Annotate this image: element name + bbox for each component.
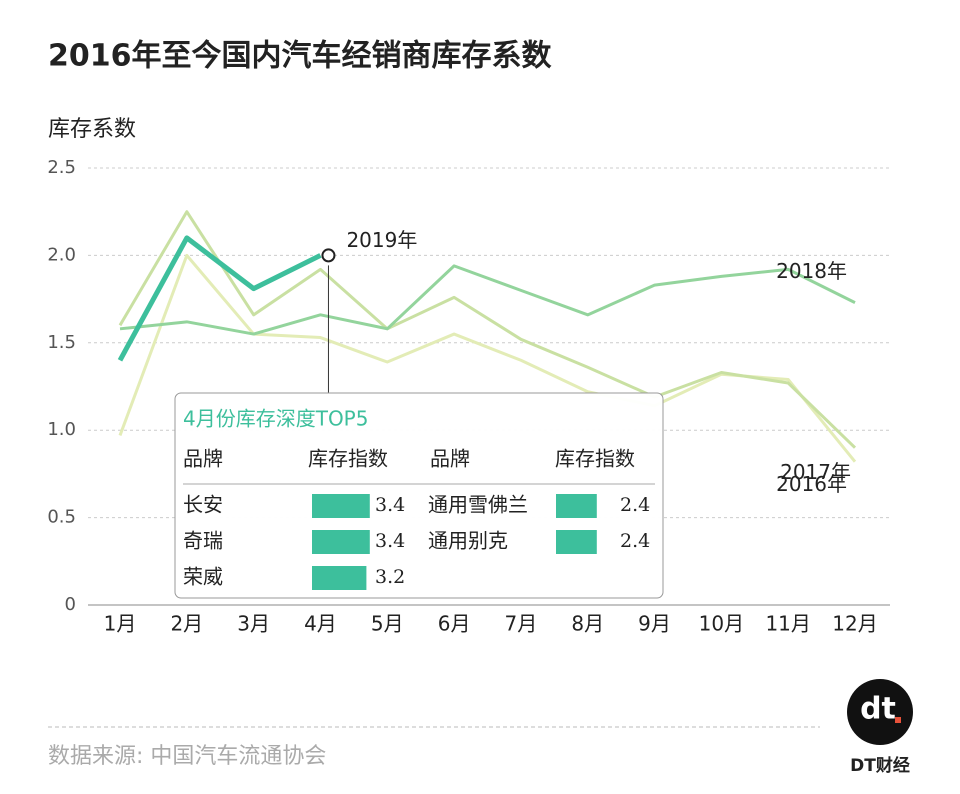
brand-name: 通用雪佛兰 [428, 493, 528, 517]
chart-title: 2016年至今国内汽车经销商库存系数 [48, 39, 552, 74]
x-tick-label: 5月 [371, 612, 404, 636]
y-tick-label: 0 [65, 594, 76, 615]
series-label: 2016年 [776, 472, 847, 496]
index-value: 3.4 [375, 530, 405, 552]
y-tick-label: 2.0 [47, 244, 76, 265]
index-bar [556, 494, 597, 518]
index-bar [312, 530, 370, 554]
x-tick-label: 11月 [765, 612, 810, 636]
x-tick-label: 6月 [438, 612, 471, 636]
inset-header: 品牌 [430, 447, 470, 471]
brand-name: 奇瑞 [183, 529, 223, 553]
inset-box [174, 392, 664, 599]
y-axis-label: 库存系数 [48, 117, 136, 142]
x-tick-label: 4月 [304, 612, 337, 636]
x-tick-label: 7月 [505, 612, 538, 636]
inset-title: 4月份库存深度TOP5 [183, 407, 368, 431]
index-bar [312, 566, 367, 590]
x-tick-label: 3月 [237, 612, 270, 636]
logo-dot [895, 717, 901, 723]
x-tick-label: 12月 [832, 612, 877, 636]
index-bar [312, 494, 370, 518]
series-line [118, 210, 857, 449]
inset-header: 品牌 [183, 447, 223, 471]
series-label: 2018年 [776, 259, 847, 283]
series-line [119, 264, 856, 336]
index-value: 2.4 [620, 530, 650, 552]
y-tick-label: 2.5 [47, 157, 76, 178]
brand-name: 长安 [183, 493, 223, 517]
source: 数据来源: 中国汽车流通协会 [48, 744, 326, 769]
brand-name: 荣威 [183, 565, 223, 589]
x-tick-label: 1月 [104, 612, 137, 636]
series-label: 2019年 [346, 228, 417, 252]
y-tick-label: 1.0 [47, 419, 76, 440]
y-tick-label: 1.5 [47, 332, 76, 353]
logo-name: DT财经 [850, 755, 910, 776]
x-tick-label: 9月 [638, 612, 671, 636]
series-label: 2017年 [780, 460, 851, 484]
x-tick-label: 2月 [170, 612, 203, 636]
logo-badge [847, 679, 913, 745]
index-value: 3.4 [375, 494, 405, 516]
brand-name: 通用别克 [428, 529, 508, 553]
logo-mark: dt [860, 692, 896, 727]
index-value: 2.4 [620, 494, 650, 516]
x-tick-label: 8月 [571, 612, 604, 636]
index-value: 3.2 [375, 566, 405, 588]
inset-header: 库存指数 [308, 447, 388, 471]
inset-header: 库存指数 [555, 447, 635, 471]
x-tick-label: 10月 [699, 612, 744, 636]
y-tick-label: 0.5 [47, 507, 76, 528]
index-bar [556, 530, 597, 554]
end-point [321, 248, 336, 263]
series-line [117, 235, 322, 362]
